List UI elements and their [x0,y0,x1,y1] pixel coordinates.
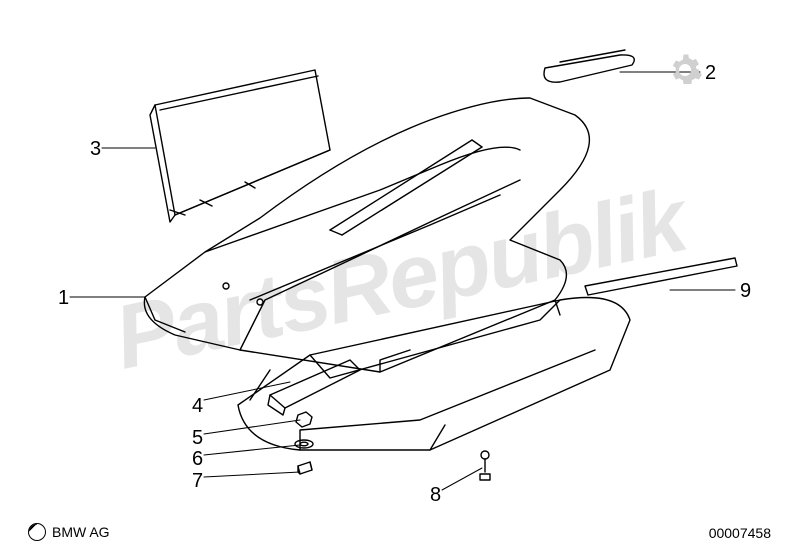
callout-3: 3 [90,138,101,161]
part-8 [480,451,490,480]
callout-9: 9 [740,280,751,303]
parts-5-6-7 [295,412,313,474]
brand-footer: BMW AG [28,523,110,541]
callout-4: 4 [192,395,203,418]
image-number: 00007458 [709,525,771,541]
part-9 [585,258,737,295]
callout-7: 7 [192,470,203,493]
part-3 [150,70,330,222]
callout-2: 2 [705,62,716,85]
brand-text: BMW AG [52,524,110,540]
gear-icon [667,52,703,88]
part-1-seat [144,98,589,372]
callout-1: 1 [58,287,69,310]
part-4-tray [238,298,630,451]
part-2 [544,50,634,82]
callout-8: 8 [430,484,441,507]
bmw-logo-icon [28,523,46,541]
callout-5: 5 [192,427,203,450]
diagram-container: PartsRepublik [0,0,799,559]
callout-6: 6 [192,448,203,471]
